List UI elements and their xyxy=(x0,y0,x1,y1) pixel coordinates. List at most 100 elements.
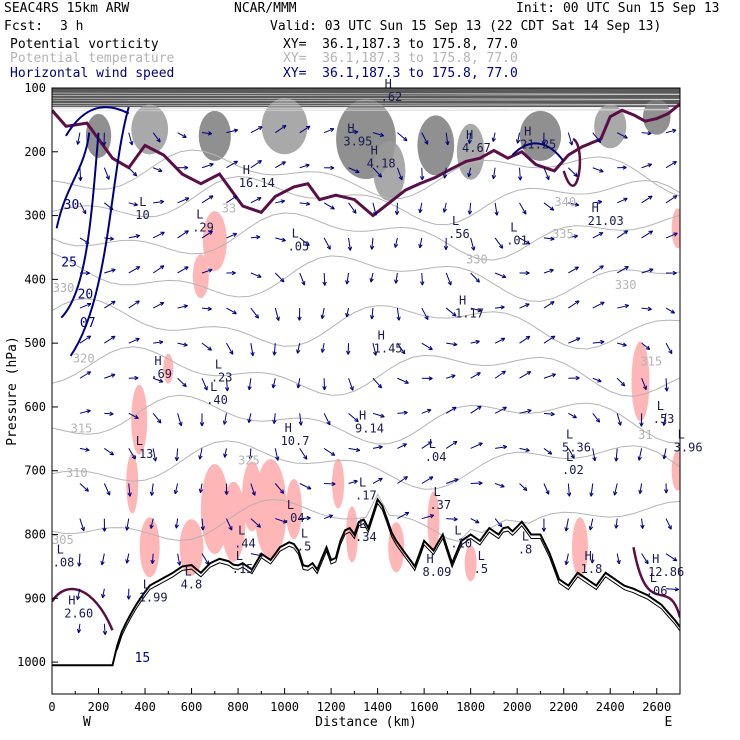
wind-vector-head xyxy=(622,342,627,347)
wind-vector-head xyxy=(224,490,229,495)
wind-vector-head xyxy=(477,405,482,410)
x-tick-label: 0 xyxy=(48,700,55,714)
x-tick-label: 1400 xyxy=(363,700,392,714)
pv-pink-patch xyxy=(131,384,148,455)
wind-vector-head xyxy=(574,266,579,271)
extremum-value: .44 xyxy=(234,536,256,550)
organization-label: NCAR/MMM xyxy=(234,1,297,16)
east-endpoint-label: E xyxy=(664,715,672,730)
wind-vector-head xyxy=(443,245,449,251)
wind-speed-contour xyxy=(65,106,130,137)
wind-vector-head xyxy=(134,375,139,381)
wind-vector xyxy=(346,272,350,285)
wind-contour-label: 07 xyxy=(80,316,96,331)
wind-vector xyxy=(226,129,238,134)
wind-vector-head xyxy=(673,232,678,237)
field-name-theta: Potential temperature xyxy=(10,51,175,66)
wind-vector xyxy=(397,411,408,414)
wind-vector-head xyxy=(645,345,651,350)
wind-vector-head xyxy=(297,316,302,321)
wind-vector xyxy=(201,230,213,239)
wind-vector-head xyxy=(526,371,532,376)
wind-vector xyxy=(128,448,136,460)
wind-vector xyxy=(275,518,288,523)
wind-vector-head xyxy=(664,387,669,392)
extremum-marker: L xyxy=(566,428,573,442)
y-tick-label: 900 xyxy=(24,591,46,605)
extremum-marker: L xyxy=(292,227,299,241)
theta-contour-label: 340 xyxy=(554,195,576,209)
wind-vector xyxy=(104,237,114,240)
wind-vector xyxy=(543,237,555,240)
wind-vector xyxy=(250,197,262,204)
theta-contour xyxy=(52,440,680,490)
wind-vector xyxy=(592,232,604,239)
field-xy-theta: XY= 36.1,187.3 to 175.8, 77.0 xyxy=(283,51,518,66)
pv-pink-patch xyxy=(631,341,650,422)
wind-vector-head xyxy=(355,447,361,452)
pv-pink-patch xyxy=(254,459,287,560)
extremum-marker: L xyxy=(657,399,664,413)
wind-vector xyxy=(470,272,480,283)
wind-vector-head xyxy=(78,176,83,181)
wind-vector-head xyxy=(639,422,644,427)
wind-vector-head xyxy=(597,199,603,205)
wind-vector-head xyxy=(452,440,458,446)
pv-low-level-contour xyxy=(52,587,114,631)
wind-vector-head xyxy=(303,455,308,460)
wind-vector xyxy=(299,125,311,134)
wind-vector-head xyxy=(491,137,496,142)
wind-vector xyxy=(470,340,480,344)
theta-contour-label: 310 xyxy=(66,466,88,480)
wind-vector xyxy=(324,482,336,485)
pv-pink-patch xyxy=(671,450,680,491)
wind-vector-head xyxy=(516,139,521,144)
x-tick-label: 2200 xyxy=(549,700,578,714)
wind-vector xyxy=(616,553,620,565)
pv-shading-blob xyxy=(642,98,671,135)
wind-vector-head xyxy=(306,515,311,521)
wind-vector xyxy=(665,342,673,354)
wind-vector xyxy=(275,161,286,169)
wind-vector xyxy=(470,518,480,524)
x-tick-label: 1800 xyxy=(456,700,485,714)
pv-pink-patch xyxy=(179,519,204,576)
wind-vector-head xyxy=(394,210,400,215)
wind-vector-head xyxy=(256,235,261,240)
wind-vector xyxy=(421,307,429,320)
wind-vector xyxy=(468,167,472,177)
extremum-value: 8.09 xyxy=(422,565,451,579)
wind-vector-head xyxy=(453,516,458,522)
wind-vector xyxy=(641,378,647,390)
wind-vector xyxy=(103,483,111,496)
wind-vector-head xyxy=(182,133,187,138)
x-axis-label: Distance (km) xyxy=(315,715,417,730)
wind-vector xyxy=(641,132,652,134)
wind-vector xyxy=(519,237,531,245)
wind-vector xyxy=(445,440,458,449)
wind-vector-head xyxy=(572,414,577,419)
wind-vector xyxy=(201,269,213,274)
wind-vector-head xyxy=(208,195,214,200)
wind-vector xyxy=(543,483,550,495)
wind-vector-head xyxy=(640,524,645,529)
wind-vector-head xyxy=(541,527,547,532)
wind-vector xyxy=(174,483,179,494)
wind-vector xyxy=(226,195,238,204)
wind-vector-head xyxy=(320,348,325,353)
wind-vector-head xyxy=(209,162,214,168)
wind-vector xyxy=(494,237,504,249)
wind-vector xyxy=(639,483,643,494)
wind-vector-head xyxy=(108,205,114,211)
wind-vector-head xyxy=(589,492,594,497)
wind-vector-head xyxy=(428,345,433,351)
wind-vector xyxy=(565,518,569,532)
wind-vector-head xyxy=(298,421,303,426)
wind-vector-head xyxy=(471,246,476,251)
wind-vector xyxy=(445,132,449,146)
wind-vector xyxy=(591,553,594,564)
wind-vector xyxy=(397,377,409,384)
wind-vector-head xyxy=(551,373,557,378)
wind-vector-head xyxy=(617,421,622,426)
wind-vector-head xyxy=(158,378,164,383)
